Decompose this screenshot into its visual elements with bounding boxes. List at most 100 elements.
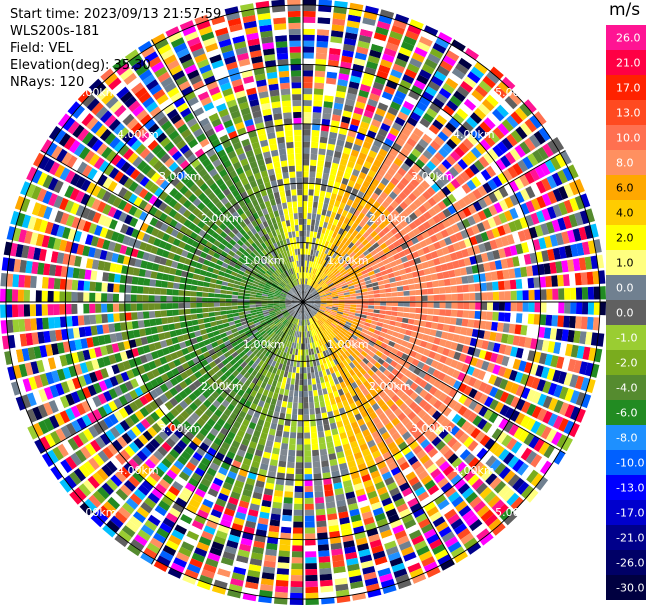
gate-cell xyxy=(194,348,203,356)
gate-cell xyxy=(309,231,314,238)
gate-cell xyxy=(238,311,245,316)
gate-cell xyxy=(256,292,263,296)
gate-cell xyxy=(275,310,282,315)
gate-cell xyxy=(157,462,169,473)
gate-cell xyxy=(350,323,358,329)
gate-cell xyxy=(237,389,245,397)
gate-cell xyxy=(375,107,386,117)
gate-cell xyxy=(596,333,605,347)
gate-cell xyxy=(233,566,247,576)
gate-cell xyxy=(409,382,419,391)
gate-cell xyxy=(119,420,130,432)
gate-cell xyxy=(396,535,410,546)
gate-cell xyxy=(175,269,183,277)
gate-cell xyxy=(1,257,10,271)
gate-cell xyxy=(77,218,86,231)
gate-cell xyxy=(344,224,351,232)
gate-cell xyxy=(303,373,307,380)
gate-cell xyxy=(320,297,327,300)
gate-cell xyxy=(78,268,86,279)
gate-cell xyxy=(264,326,271,332)
gate-cell xyxy=(381,497,393,507)
gate-cell xyxy=(336,264,343,270)
gate-cell xyxy=(271,340,278,347)
gate-cell xyxy=(245,329,252,335)
gate-cell xyxy=(140,552,155,565)
gate-cell xyxy=(253,486,264,494)
gate-cell xyxy=(392,240,401,248)
gate-cell xyxy=(0,288,7,302)
gate-cell xyxy=(305,325,308,332)
gate-cell xyxy=(570,302,577,314)
gate-cell xyxy=(586,316,594,330)
gate-cell xyxy=(119,383,129,394)
gate-cell xyxy=(342,272,350,278)
gate-cell xyxy=(495,237,504,248)
gate-cell xyxy=(342,287,349,291)
gate-cell xyxy=(142,363,151,373)
gate-cell xyxy=(510,496,524,511)
gate-cell xyxy=(234,480,245,489)
gate-cell xyxy=(167,345,176,354)
gate-cell xyxy=(344,204,351,212)
gate-cell xyxy=(220,366,228,374)
gate-cell xyxy=(202,302,209,308)
gate-cell xyxy=(345,371,352,379)
gate-cell xyxy=(459,465,471,478)
gate-cell xyxy=(330,211,337,219)
gate-cell xyxy=(380,122,391,132)
gate-cell xyxy=(563,420,575,435)
gate-cell xyxy=(75,204,86,217)
gate-cell xyxy=(318,279,324,285)
gate-cell xyxy=(221,399,230,408)
gate-cell xyxy=(489,459,502,472)
gate-cell xyxy=(201,530,214,541)
gate-cell xyxy=(453,523,468,535)
gate-cell xyxy=(129,515,143,528)
gate-cell xyxy=(334,488,344,496)
gate-cell xyxy=(317,278,322,284)
gate-cell xyxy=(119,351,128,361)
gate-cell xyxy=(90,439,102,453)
gate-cell xyxy=(504,345,513,356)
gate-cell xyxy=(280,357,285,365)
gate-cell xyxy=(389,191,398,200)
gate-cell xyxy=(207,297,214,302)
gate-cell xyxy=(279,324,285,330)
gate-cell xyxy=(397,263,405,270)
gate-cell xyxy=(313,282,318,289)
gate-cell xyxy=(465,514,479,527)
gate-cell xyxy=(414,465,426,476)
gate-cell xyxy=(298,397,303,403)
gate-cell xyxy=(514,371,524,384)
gate-cell xyxy=(538,326,546,338)
gate-cell xyxy=(197,483,209,493)
gate-cell xyxy=(250,416,259,424)
gate-cell xyxy=(378,314,386,319)
gate-cell xyxy=(228,382,236,390)
gate-cell xyxy=(315,497,325,504)
gate-cell xyxy=(486,282,493,291)
gate-cell xyxy=(203,472,214,482)
gate-cell xyxy=(277,329,282,336)
gate-cell xyxy=(461,276,469,284)
gate-cell xyxy=(181,487,194,498)
gate-cell xyxy=(430,489,443,501)
gate-cell xyxy=(373,113,384,123)
gate-cell xyxy=(281,443,289,450)
gate-cell xyxy=(257,285,264,290)
gate-cell xyxy=(138,328,147,337)
gate-cell xyxy=(355,272,363,278)
gate-cell xyxy=(335,145,344,153)
gate-cell xyxy=(344,424,352,432)
gate-cell xyxy=(52,446,64,461)
gate-cell xyxy=(316,172,323,179)
gate-cell xyxy=(574,272,582,286)
gate-cell xyxy=(332,108,343,116)
gate-cell xyxy=(303,201,308,207)
gate-cell xyxy=(328,217,335,225)
gate-cell xyxy=(303,195,308,202)
gate-cell xyxy=(314,401,320,409)
gate-cell xyxy=(486,229,495,240)
gate-cell xyxy=(110,231,120,242)
